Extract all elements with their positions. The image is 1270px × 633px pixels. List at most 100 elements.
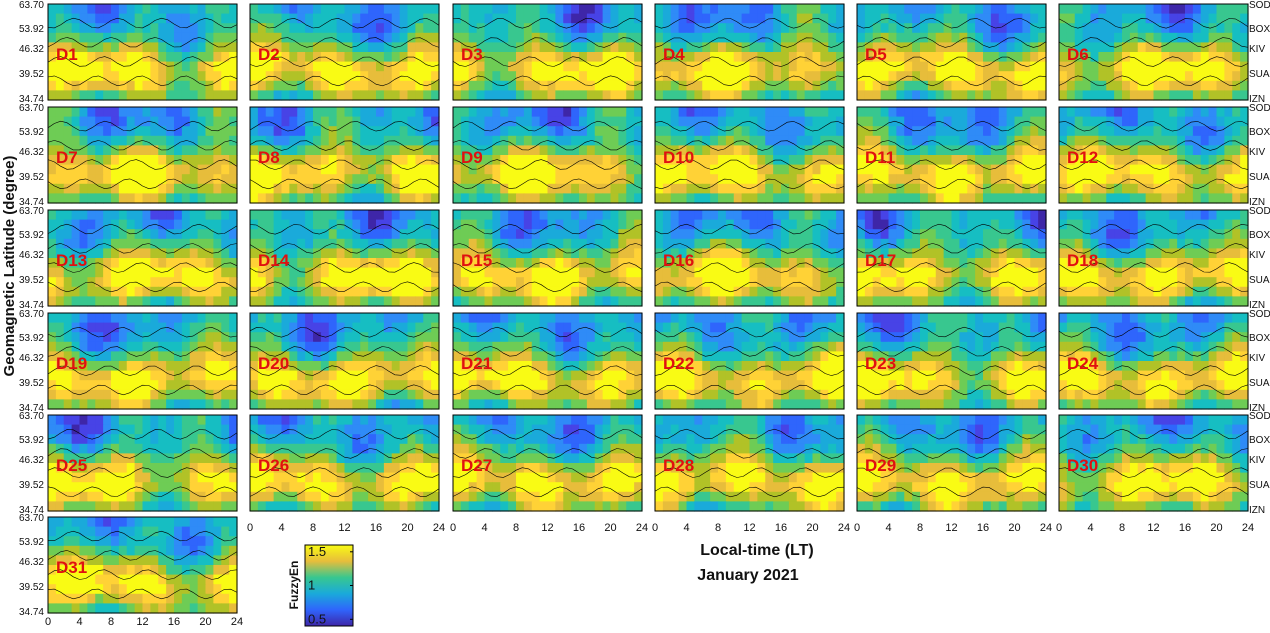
panel-d17: D17 [857, 210, 1047, 307]
heatmap-cell [221, 287, 229, 297]
heatmap-cell [229, 342, 237, 352]
heatmap-cell [1240, 62, 1248, 72]
heatmap-cell [392, 62, 400, 72]
heatmap-cell [213, 193, 221, 203]
heatmap-cell [384, 42, 392, 52]
heatmap-cell [345, 220, 353, 230]
heatmap-cell [500, 229, 508, 239]
heatmap-cell [1177, 220, 1185, 230]
heatmap-cell [1154, 4, 1162, 14]
panel-d4: D4 [655, 4, 845, 101]
heatmap-cell [305, 193, 313, 203]
heatmap-cell [72, 210, 80, 220]
heatmap-cell [1030, 239, 1038, 249]
heatmap-cell [1007, 42, 1015, 52]
heatmap-cell [702, 33, 710, 43]
heatmap-cell [710, 229, 718, 239]
heatmap-cell [1091, 296, 1099, 306]
heatmap-cell [618, 126, 626, 136]
heatmap-cell [80, 4, 88, 14]
heatmap-cell [975, 71, 983, 81]
heatmap-cell [563, 107, 571, 117]
heatmap-cell [702, 107, 710, 117]
heatmap-cell [797, 296, 805, 306]
heatmap-cell [297, 174, 305, 184]
heatmap-cell [757, 184, 765, 194]
heatmap-cell [289, 296, 297, 306]
heatmap-cell [1022, 193, 1030, 203]
heatmap-cell [95, 313, 103, 323]
heatmap-cell [127, 126, 135, 136]
heatmap-cell [174, 165, 182, 175]
heatmap-cell [1232, 81, 1240, 91]
heatmap-cell [190, 248, 198, 258]
heatmap-cell [710, 268, 718, 278]
heatmap-cell [206, 268, 214, 278]
heatmap-cell [150, 184, 158, 194]
heatmap-cell [563, 4, 571, 14]
heatmap-cell [1240, 90, 1248, 100]
heatmap-cell [1015, 52, 1023, 62]
heatmap-cell [781, 220, 789, 230]
heatmap-cell [321, 210, 329, 220]
heatmap-cell [1022, 165, 1030, 175]
heatmap-cell [983, 107, 991, 117]
heatmap-cell [1185, 4, 1193, 14]
heatmap-cell [797, 174, 805, 184]
heatmap-cell [345, 184, 353, 194]
heatmap-cell [119, 296, 127, 306]
heatmap-cell [797, 136, 805, 146]
heatmap-cell [626, 145, 634, 155]
heatmap-cell [400, 248, 408, 258]
heatmap-cell [48, 296, 56, 306]
heatmap-cell [1224, 165, 1232, 175]
heatmap-cell [64, 323, 72, 333]
heatmap-cell [1130, 296, 1138, 306]
heatmap-cell [206, 287, 214, 297]
heatmap-cell [274, 117, 282, 127]
heatmap-cell [500, 193, 508, 203]
heatmap-cell [548, 277, 556, 287]
heatmap-cell [143, 323, 151, 333]
heatmap-cell [1217, 14, 1225, 24]
heatmap-cell [453, 277, 461, 287]
heatmap-cell [266, 107, 274, 117]
heatmap-cell [595, 90, 603, 100]
heatmap-cell [595, 14, 603, 24]
heatmap-cell [679, 71, 687, 81]
heatmap-cell [1122, 229, 1130, 239]
heatmap-cell [626, 287, 634, 297]
heatmap-cell [392, 14, 400, 24]
heatmap-cell [206, 399, 214, 409]
heatmap-cell [345, 277, 353, 287]
heatmap-cell [836, 81, 844, 91]
heatmap-cell [1201, 126, 1209, 136]
heatmap-cell [595, 174, 603, 184]
heatmap-cell [1232, 229, 1240, 239]
heatmap-cell [166, 107, 174, 117]
heatmap-cell [305, 342, 313, 352]
heatmap-cell [492, 23, 500, 33]
heatmap-cell [634, 193, 642, 203]
heatmap-cell [1193, 145, 1201, 155]
heatmap-cell [408, 136, 416, 146]
heatmap-cell [742, 287, 750, 297]
heatmap-cell [453, 184, 461, 194]
heatmap-cell [48, 287, 56, 297]
heatmap-cell [904, 14, 912, 24]
heatmap-cell [119, 62, 127, 72]
heatmap-cell [828, 14, 836, 24]
heatmap-cell [1122, 136, 1130, 146]
heatmap-cell [415, 351, 423, 361]
heatmap-cell [508, 90, 516, 100]
heatmap-cell [48, 33, 56, 43]
heatmap-cell [1154, 248, 1162, 258]
heatmap-cell [400, 90, 408, 100]
heatmap-cell [1038, 14, 1046, 24]
heatmap-cell [912, 136, 920, 146]
heatmap-cell [282, 399, 290, 409]
heatmap-cell [95, 23, 103, 33]
heatmap-cell [492, 90, 500, 100]
heatmap-cell [742, 81, 750, 91]
heatmap-cell [1075, 23, 1083, 33]
